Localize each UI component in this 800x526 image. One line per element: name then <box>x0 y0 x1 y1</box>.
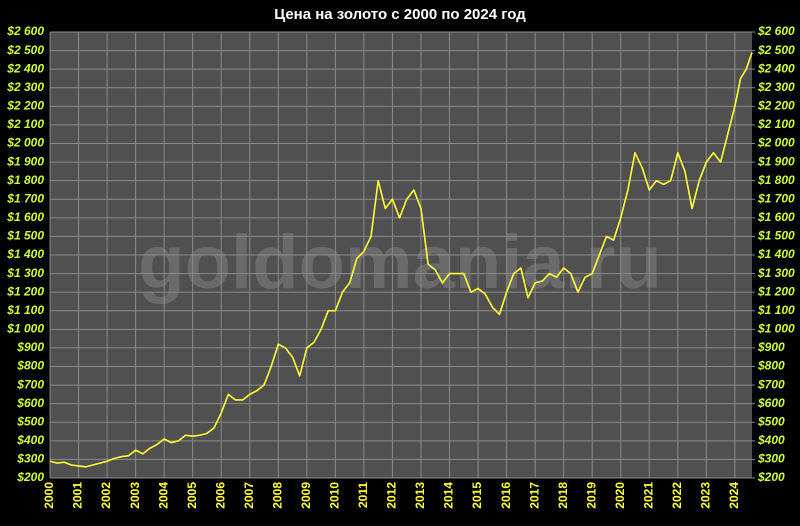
y-tick-label: $1 700 <box>6 191 44 205</box>
x-tick-label: 2003 <box>128 482 142 509</box>
y-tick-label: $200 <box>16 470 44 484</box>
y-tick-label: $600 <box>16 396 44 410</box>
x-tick-label: 2024 <box>727 482 741 509</box>
x-tick-label: 2002 <box>99 482 113 509</box>
y-tick-label: $2 000 <box>6 136 44 150</box>
y2-tick-label: $500 <box>757 414 785 428</box>
y2-tick-label: $2 100 <box>757 117 795 131</box>
x-tick-label: 2009 <box>299 482 313 509</box>
x-tick-label: 2001 <box>71 482 85 509</box>
x-tick-label: 2019 <box>584 482 598 509</box>
x-tick-label: 2000 <box>42 482 56 509</box>
y2-tick-label: $1 100 <box>757 303 795 317</box>
y2-tick-label: $2 400 <box>757 61 795 75</box>
y-tick-label: $2 500 <box>6 43 44 57</box>
y2-tick-label: $600 <box>757 396 785 410</box>
x-tick-label: 2005 <box>185 482 199 509</box>
x-tick-label: 2022 <box>670 482 684 509</box>
x-tick-label: 2011 <box>356 482 370 508</box>
y2-tick-label: $2 000 <box>757 136 795 150</box>
y2-tick-label: $900 <box>757 340 785 354</box>
y-tick-label: $300 <box>16 452 44 466</box>
y-tick-label: $1 500 <box>6 229 44 243</box>
y2-tick-label: $1 500 <box>757 229 795 243</box>
x-tick-label: 2023 <box>699 482 713 509</box>
x-tick-label: 2020 <box>613 482 627 509</box>
y-tick-label: $700 <box>16 377 44 391</box>
y-tick-label: $1 000 <box>6 322 44 336</box>
y2-tick-label: $2 500 <box>757 43 795 57</box>
y2-tick-label: $1 200 <box>757 284 795 298</box>
y2-tick-label: $1 400 <box>757 247 795 261</box>
x-tick-label: 2013 <box>413 482 427 509</box>
y2-tick-label: $200 <box>757 470 785 484</box>
y2-tick-label: $300 <box>757 452 785 466</box>
y2-tick-label: $2 200 <box>757 99 795 113</box>
y-tick-label: $800 <box>16 359 44 373</box>
chart-title: Цена на золото с 2000 по 2024 год <box>274 6 526 23</box>
price-line <box>49 52 753 468</box>
y-tick-label: $2 300 <box>6 80 44 94</box>
y-tick-label: $400 <box>16 433 44 447</box>
y2-tick-label: $800 <box>757 359 785 373</box>
watermark: goldomania.ru <box>138 220 662 305</box>
y-tick-label: $1 300 <box>6 266 44 280</box>
x-tick-label: 2012 <box>385 482 399 509</box>
x-tick-label: 2006 <box>213 482 227 509</box>
y-tick-label: $2 400 <box>6 61 44 75</box>
y2-tick-label: $700 <box>757 377 785 391</box>
y-tick-label: $1 600 <box>6 210 44 224</box>
y2-tick-label: $2 600 <box>757 24 795 38</box>
y2-tick-label: $1 900 <box>757 154 795 168</box>
y-tick-label: $1 200 <box>6 284 44 298</box>
y-tick-label: $2 100 <box>6 117 44 131</box>
y-tick-label: $1 900 <box>6 154 44 168</box>
y2-tick-label: $2 300 <box>757 80 795 94</box>
y-tick-label: $2 200 <box>6 99 44 113</box>
y2-tick-label: $400 <box>757 433 785 447</box>
y-tick-label: $1 400 <box>6 247 44 261</box>
y-tick-label: $1 100 <box>6 303 44 317</box>
x-tick-label: 2021 <box>641 482 655 509</box>
y2-tick-label: $1 300 <box>757 266 795 280</box>
y2-tick-label: $1 600 <box>757 210 795 224</box>
y2-tick-label: $1 700 <box>757 191 795 205</box>
y-tick-label: $500 <box>16 414 44 428</box>
y-tick-label: $1 800 <box>6 173 44 187</box>
x-tick-label: 2008 <box>270 482 284 509</box>
x-tick-label: 2007 <box>242 482 256 509</box>
x-tick-label: 2017 <box>527 482 541 509</box>
x-tick-label: 2010 <box>328 482 342 509</box>
x-tick-label: 2004 <box>156 482 170 509</box>
y2-tick-label: $1 000 <box>757 322 795 336</box>
x-tick-label: 2014 <box>442 482 456 509</box>
x-tick-label: 2015 <box>470 482 484 509</box>
y-tick-label: $900 <box>16 340 44 354</box>
y2-tick-label: $1 800 <box>757 173 795 187</box>
y-tick-label: $2 600 <box>6 24 44 38</box>
x-tick-label: 2016 <box>499 482 513 509</box>
x-tick-label: 2018 <box>556 482 570 509</box>
